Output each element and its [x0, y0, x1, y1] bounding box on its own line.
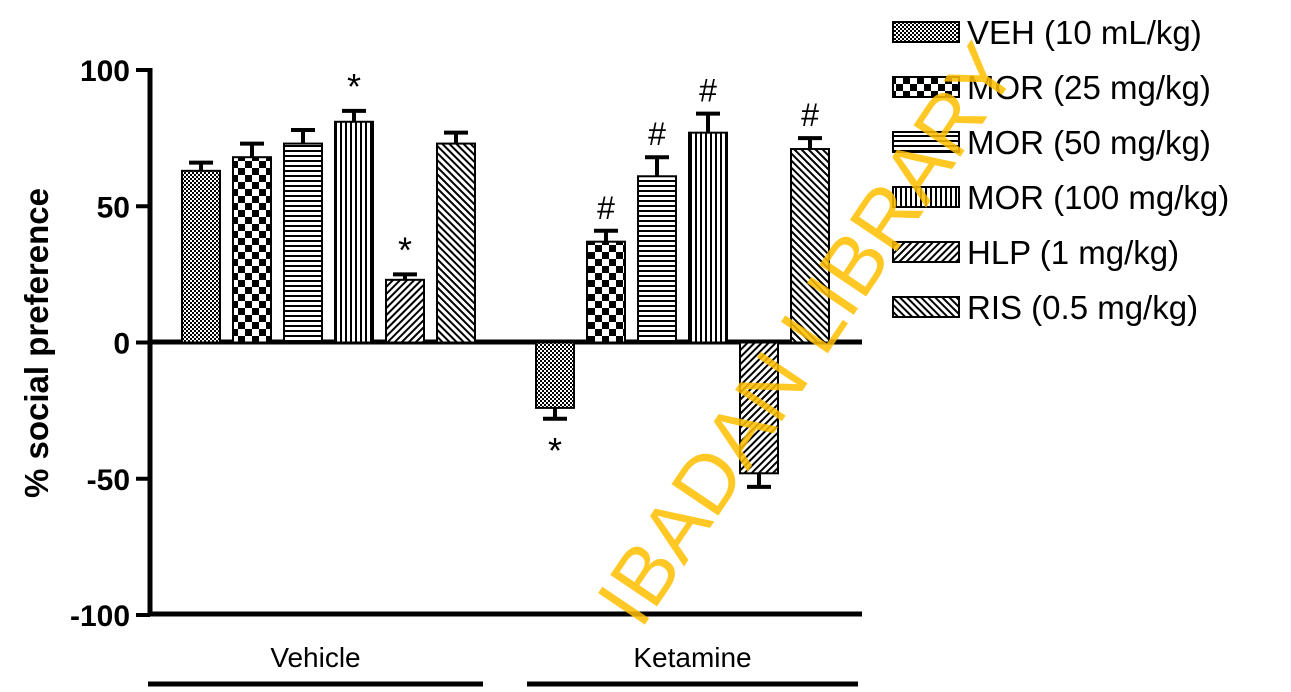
legend-label: HLP (1 mg/kg) [967, 234, 1179, 271]
bar-ketamine-6 [790, 148, 830, 344]
significance-mark: # [648, 116, 666, 152]
legend-swatch [892, 241, 960, 263]
legend-label: MOR (100 mg/kg) [967, 179, 1229, 216]
y-tick-label: -50 [87, 464, 130, 497]
significance-mark: * [347, 66, 361, 107]
significance-mark: # [597, 190, 615, 226]
bar-ketamine-4 [688, 131, 728, 344]
legend-swatch [892, 131, 960, 153]
y-axis-label: % social preference [18, 188, 55, 498]
bar-vehicle-3 [283, 142, 323, 344]
bar-ketamine-1 [535, 341, 575, 409]
legend-swatch [892, 186, 960, 208]
bar-vehicle-5 [385, 278, 425, 344]
group-labels: Vehicle Ketamine [148, 642, 858, 687]
significance-mark: * [398, 229, 412, 270]
y-tick-label: 0 [113, 328, 130, 361]
legend-label: MOR (25 mg/kg) [967, 69, 1211, 106]
y-ticks: 100 50 0 -50 -100 [70, 55, 150, 633]
legend-label: RIS (0.5 mg/kg) [967, 289, 1198, 326]
y-tick-label: 100 [80, 55, 130, 88]
bar-vehicle-1 [181, 169, 221, 344]
significance-mark: * [548, 430, 562, 471]
bars: * # # * # * # [181, 66, 830, 489]
bar-ketamine-2 [586, 240, 626, 344]
group-label-ketamine: Ketamine [633, 642, 751, 673]
significance-mark: # [699, 73, 717, 109]
legend-label: MOR (50 mg/kg) [967, 124, 1211, 161]
y-tick-label: 50 [97, 191, 130, 224]
legend-label: VEH (10 mL/kg) [967, 14, 1202, 51]
significance-mark: # [801, 97, 819, 133]
bar-vehicle-2 [232, 156, 272, 344]
legend-swatch [892, 296, 960, 318]
bar-vehicle-4 [334, 120, 374, 344]
bar-vehicle-6 [436, 142, 476, 344]
y-tick-label: -100 [70, 600, 130, 633]
legend: VEH (10 mL/kg) MOR (25 mg/kg) MOR (50 mg/k… [892, 14, 1229, 326]
legend-swatch [892, 21, 960, 43]
group-label-vehicle: Vehicle [270, 642, 360, 673]
bar-ketamine-3 [637, 175, 677, 344]
legend-swatch [892, 76, 960, 98]
